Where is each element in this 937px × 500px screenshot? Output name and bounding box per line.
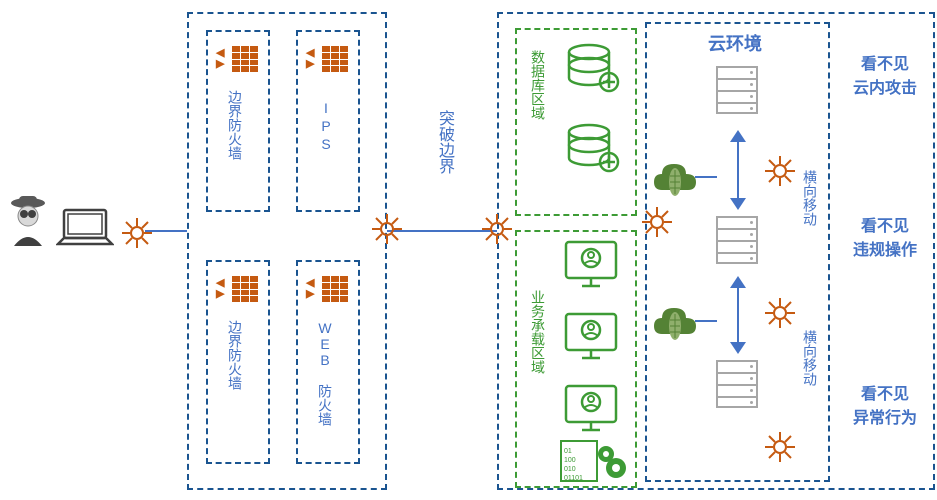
annot-line2: 异常行为 — [840, 404, 930, 428]
annot-line1: 看不见 — [840, 212, 930, 236]
firewall-icon: ◀▶ — [306, 272, 348, 308]
db-zone-label: 数据库区域 — [528, 50, 548, 120]
database-icon — [565, 120, 623, 178]
server-icon — [716, 216, 758, 264]
connector-line — [695, 176, 717, 178]
svg-text:01: 01 — [564, 448, 572, 455]
cloud-icon — [650, 156, 700, 206]
cloud-env-title: 云环境 — [690, 30, 780, 56]
bug-icon — [763, 430, 797, 464]
annotation: 看不见 云内攻击 — [840, 50, 930, 98]
bug-icon — [370, 212, 404, 246]
document-gears-icon: 01 100 010 01101 — [558, 438, 628, 486]
annot-line2: 违规操作 — [840, 236, 930, 260]
firewall-label: 边界防火墙 — [225, 90, 245, 160]
firewall-label: 边界防火墙 — [225, 320, 245, 390]
lateral-label: 横向移动 — [800, 330, 820, 386]
waf-label: WEB 防火墙 — [315, 320, 335, 426]
server-icon — [716, 66, 758, 114]
firewall-icon: ◀▶ — [216, 272, 258, 308]
svg-text:100: 100 — [564, 457, 576, 464]
connector-line — [695, 320, 717, 322]
breakthrough-label: 突破边界 — [432, 110, 456, 174]
svg-text:01101: 01101 — [564, 475, 583, 482]
svg-text:010: 010 — [564, 466, 576, 473]
cloud-icon — [650, 300, 700, 350]
server-icon — [716, 360, 758, 408]
annot-line2: 云内攻击 — [840, 74, 930, 98]
monitor-icon — [562, 382, 620, 434]
firewall-icon: ◀▶ — [216, 42, 258, 78]
lateral-arrow — [728, 130, 748, 210]
bug-icon — [480, 212, 514, 246]
database-icon — [565, 40, 623, 98]
firewall-icon: ◀▶ — [306, 42, 348, 78]
ips-label: IPS — [318, 100, 334, 154]
bug-icon — [120, 216, 154, 250]
monitor-icon — [562, 310, 620, 362]
annotation: 看不见 异常行为 — [840, 380, 930, 428]
annot-line1: 看不见 — [840, 380, 930, 404]
lateral-arrow — [728, 276, 748, 354]
annotation: 看不见 违规操作 — [840, 212, 930, 260]
bug-icon — [640, 205, 674, 239]
lateral-label: 横向移动 — [800, 170, 820, 226]
monitor-icon — [562, 238, 620, 290]
bug-icon — [763, 296, 797, 330]
annot-line1: 看不见 — [840, 50, 930, 74]
bug-icon — [763, 154, 797, 188]
svc-zone-label: 业务承载区域 — [528, 290, 548, 374]
